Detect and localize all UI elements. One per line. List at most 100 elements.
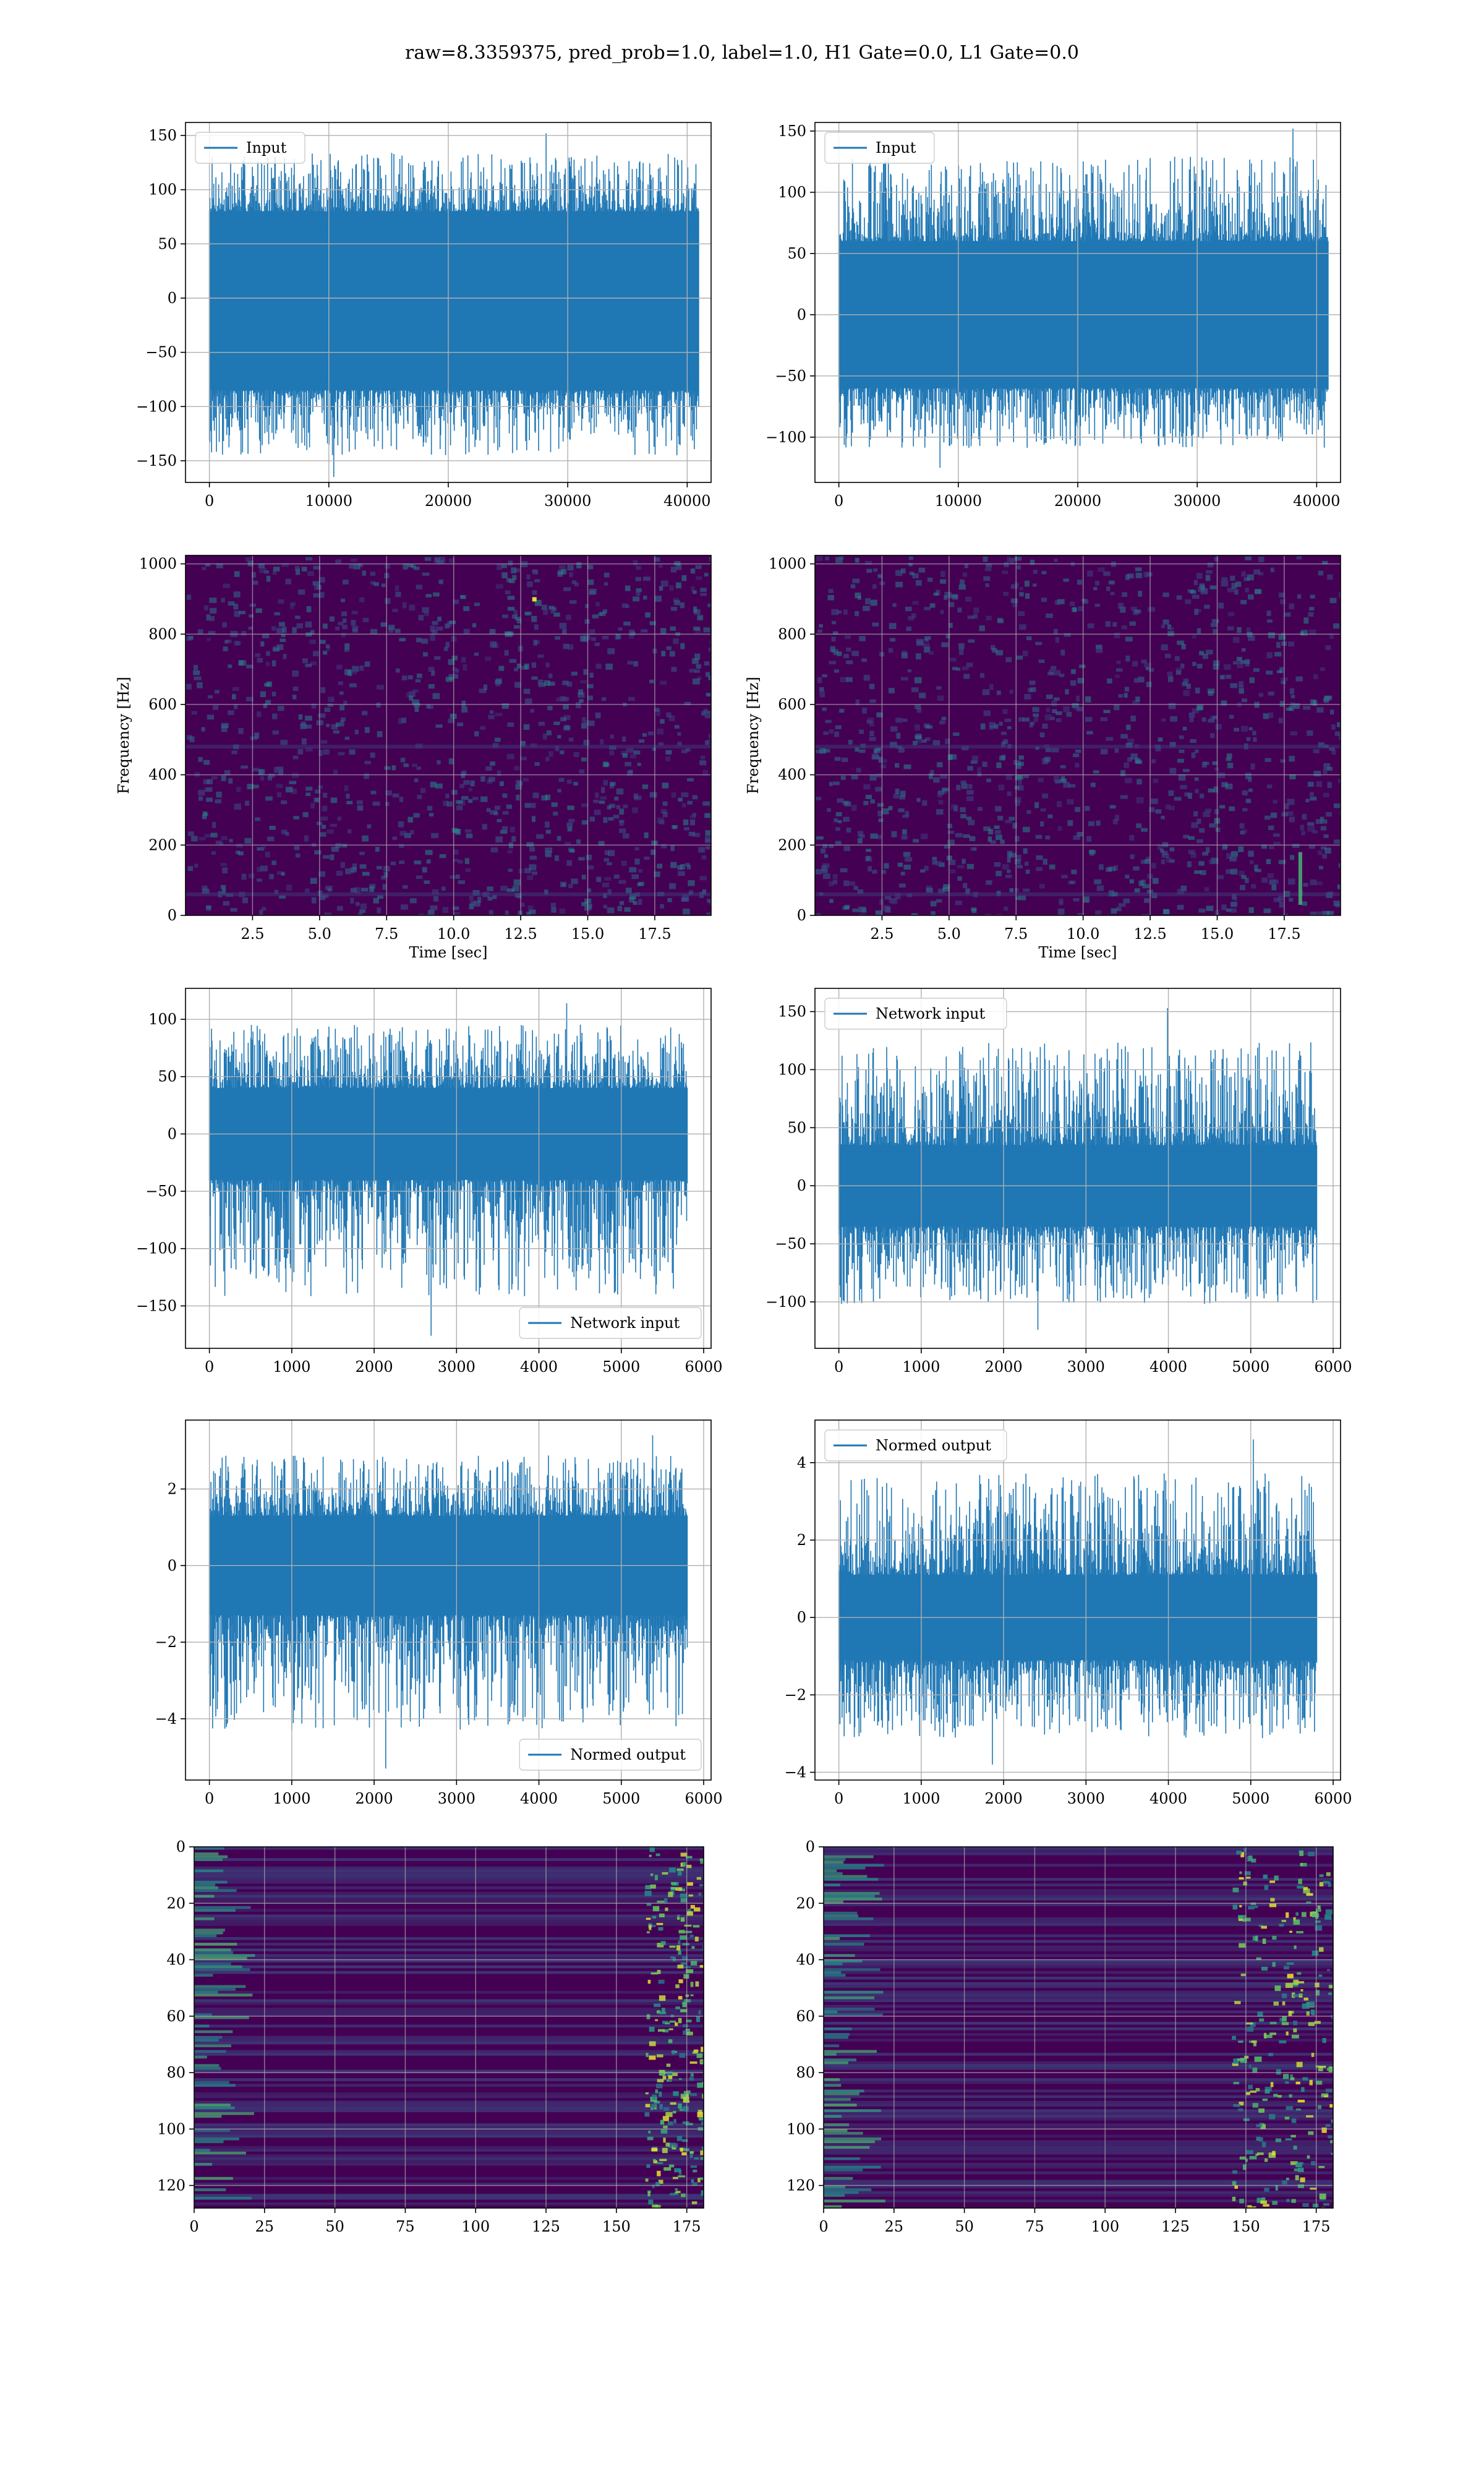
spectrogram-cell xyxy=(276,644,284,650)
spectrogram-cell xyxy=(341,717,346,722)
spectrogram-cell xyxy=(1288,878,1295,885)
spectrogram-cell xyxy=(1276,670,1282,674)
spectrogram-cell xyxy=(1310,699,1316,706)
spectrogram-cell xyxy=(562,680,569,685)
feature-activation xyxy=(675,1887,683,1891)
spectrogram-cell xyxy=(1337,884,1341,889)
spectrogram-cell xyxy=(950,594,958,599)
feature-activation xyxy=(1315,1925,1323,1931)
spectrogram-cell xyxy=(305,716,312,721)
spectrogram-cell xyxy=(1210,623,1217,627)
spectrogram-cell xyxy=(704,714,711,719)
feature-activation xyxy=(1256,1957,1261,1961)
spectrogram-cell xyxy=(1044,714,1052,721)
spectrogram-cell xyxy=(1294,703,1300,709)
y-tick-label: 60 xyxy=(166,2008,186,2025)
plot-area xyxy=(815,122,1341,482)
spectrogram-cell xyxy=(399,844,404,848)
spectrogram-cell xyxy=(1112,819,1118,824)
spectrogram-cell xyxy=(1180,885,1187,892)
spectrogram-cell xyxy=(238,727,244,734)
feature-activation xyxy=(1268,2053,1273,2057)
spectrogram-cell xyxy=(933,777,940,783)
spectrogram-cell xyxy=(346,801,353,805)
feature-activation xyxy=(677,1915,680,1920)
spectrogram-cell xyxy=(636,566,641,570)
spectrogram-cell xyxy=(957,865,965,868)
spectrogram-cell xyxy=(553,811,558,816)
spectrogram-cell xyxy=(1240,884,1246,891)
spectrogram-cell xyxy=(495,805,500,810)
spectrogram-cell xyxy=(506,578,511,583)
y-tick-label: 2 xyxy=(168,1480,177,1497)
spectrogram-cell xyxy=(659,586,663,591)
spectrogram-cell xyxy=(272,571,277,575)
feature-activation xyxy=(1288,2011,1292,2016)
y-tick-label: 60 xyxy=(796,2008,815,2025)
spectrogram-cell xyxy=(1194,870,1202,874)
spectrogram-cell xyxy=(418,615,424,621)
spectrogram-cell xyxy=(1295,676,1303,682)
feature-activation xyxy=(1273,2094,1278,2097)
feature-activation xyxy=(675,2006,680,2010)
spectrogram-cell xyxy=(983,710,991,716)
spectrogram-cell xyxy=(401,717,406,724)
x-tick-label: 30000 xyxy=(544,492,591,510)
spectrogram-cell xyxy=(209,597,217,603)
spectrogram-cell xyxy=(704,573,709,577)
feature-activation xyxy=(1318,2066,1323,2071)
feature-activation xyxy=(1318,1974,1323,1977)
spectrogram-cell xyxy=(323,792,328,798)
spectrogram-cell xyxy=(680,643,685,649)
spectrogram-cell xyxy=(502,811,509,815)
spectrogram-cell xyxy=(526,842,534,847)
spectrogram-cell xyxy=(1182,727,1187,730)
feature-streak xyxy=(194,2137,239,2141)
spectrogram-cell xyxy=(1310,796,1317,801)
spectrogram-cell xyxy=(362,871,370,876)
spectrogram-cell xyxy=(913,839,919,843)
spectrogram-cell xyxy=(945,634,950,639)
spectrogram-cell xyxy=(276,628,284,633)
spectrogram-cell xyxy=(968,784,973,789)
spectrogram-cell xyxy=(1303,706,1310,710)
feature-activation xyxy=(1303,1886,1308,1890)
spectrogram-cell xyxy=(452,667,458,671)
feature-activation xyxy=(691,1946,695,1949)
spectrogram-cell xyxy=(691,586,695,592)
y-tick-label: −100 xyxy=(765,1293,806,1311)
spectrogram-cell xyxy=(936,899,942,903)
spectrogram-cell xyxy=(1135,573,1143,578)
spectrogram-cell xyxy=(903,865,911,870)
spectrogram-cell xyxy=(671,607,678,611)
spectrogram-cell xyxy=(1005,657,1012,662)
legend-label: Input xyxy=(246,139,287,156)
feature-streak xyxy=(824,2084,842,2087)
spectrogram-cell xyxy=(1209,585,1217,589)
feature-activation xyxy=(1270,1898,1275,1902)
feature-activation xyxy=(1301,2087,1305,2092)
spectrogram-cell xyxy=(1054,600,1060,606)
feature-activation xyxy=(1255,2087,1260,2092)
spectrogram-cell xyxy=(290,602,296,606)
spectrogram-cell xyxy=(311,897,317,904)
spectrogram-cell xyxy=(643,576,650,581)
spectrogram-cell xyxy=(995,806,1002,812)
spectrogram-cell xyxy=(245,557,252,562)
feature-activation xyxy=(694,1907,701,1912)
spectrogram-cell xyxy=(829,661,836,665)
spectrogram-cell xyxy=(204,834,211,838)
spectrogram-cell xyxy=(584,720,590,726)
spectrogram-cell xyxy=(1248,907,1254,914)
spectrogram-cell xyxy=(232,687,239,691)
x-tick-label: 2.5 xyxy=(870,925,893,943)
x-tick-label: 10.0 xyxy=(1067,925,1099,943)
feature-activation xyxy=(649,2026,655,2032)
spectrogram-cell xyxy=(305,786,313,791)
spectrogram-cell xyxy=(927,577,933,582)
spectrogram-cell xyxy=(861,658,868,662)
feature-activation xyxy=(674,2192,678,2195)
spectrogram-cell xyxy=(515,784,522,790)
spectrogram-cell xyxy=(281,829,288,834)
spectrogram-cell xyxy=(574,582,579,587)
